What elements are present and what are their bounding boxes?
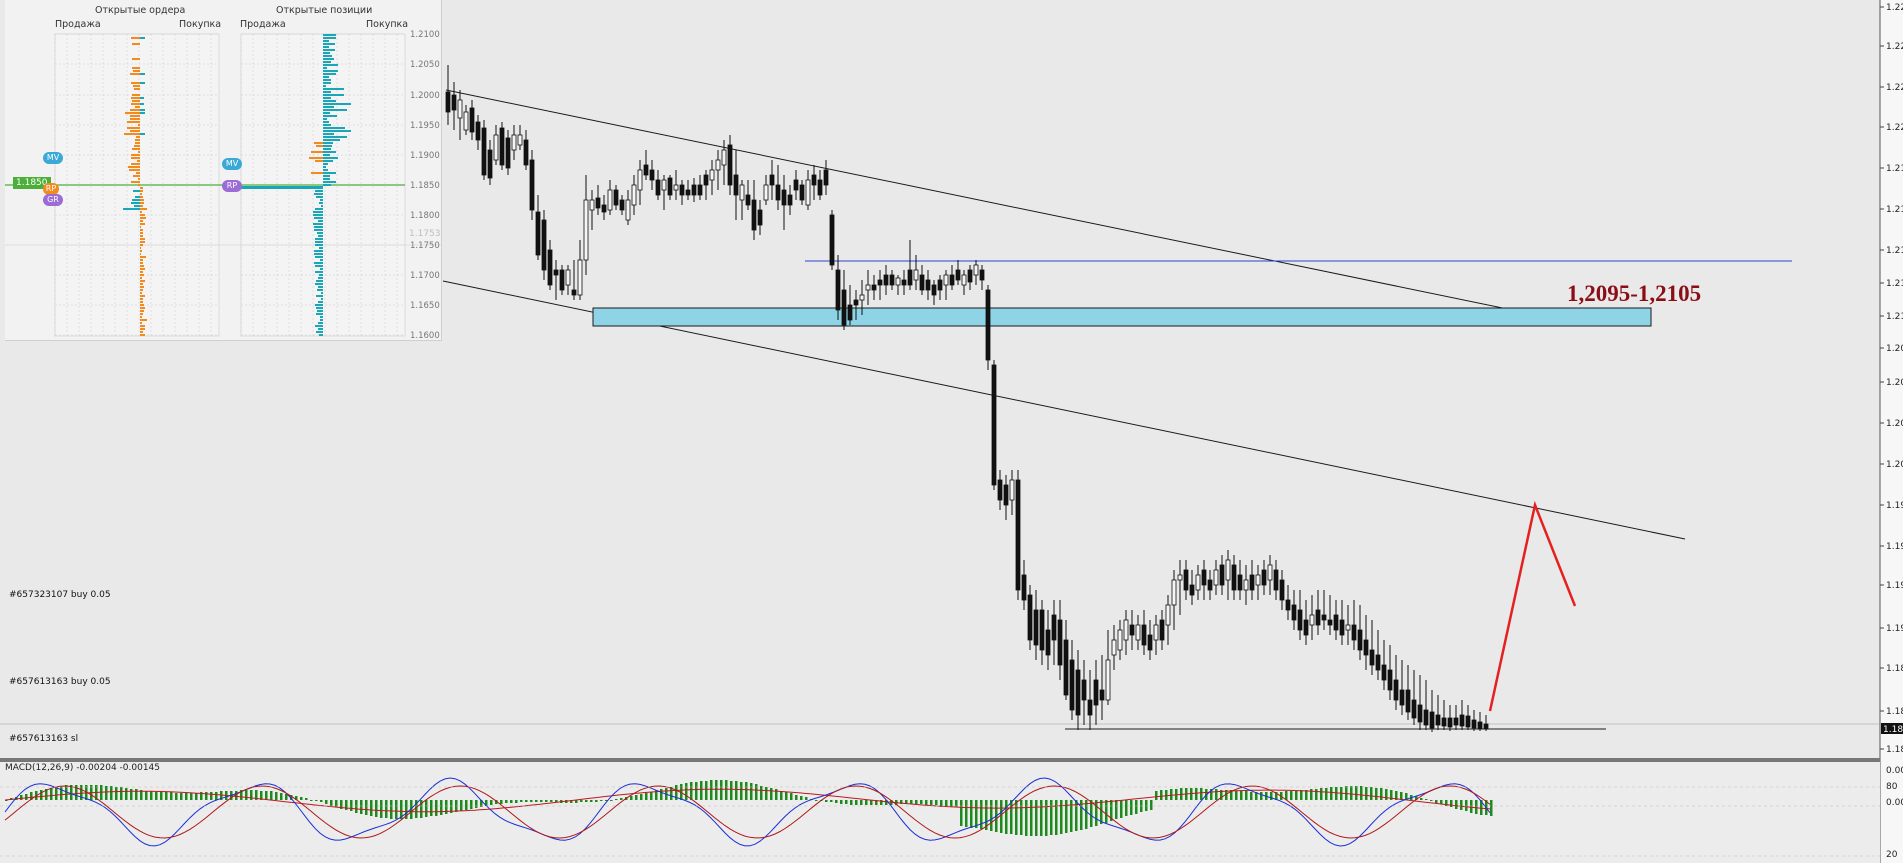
macd-tick-label: 80: [1886, 782, 1898, 792]
candlestick-series: [445, 65, 1489, 732]
macd-tick-label: 0.003: [1886, 766, 1903, 776]
ob-price-label: 1.1800: [410, 211, 440, 221]
order-book-panel[interactable]: 1.2100 1.2050 1.2000 1.1950 1.1900 1.1850 1.18…: [5, 0, 442, 341]
gr-badge-orders[interactable]: GR: [43, 194, 63, 206]
forecast-arrow[interactable]: [1488, 500, 1577, 712]
price-tick-label: 1.219: [1886, 164, 1903, 174]
positions-title: Открытые позиции: [276, 5, 373, 16]
price-tick-label: 1.208: [1886, 344, 1903, 354]
order-label-2[interactable]: #657613163 buy 0.05: [9, 677, 111, 687]
ob-price-label: 1.2050: [410, 60, 440, 70]
macd-background: [0, 762, 1880, 863]
price-tick-label: 1.226: [1886, 42, 1903, 52]
price-tick-label: 1.203: [1886, 419, 1903, 429]
price-tick-label: 1.225: [1886, 3, 1903, 13]
macd-title: MACD(12,26,9) -0.00204 -0.00145: [5, 763, 161, 773]
macd-tick-label: 0.00: [1886, 798, 1903, 808]
price-axis[interactable]: [1880, 0, 1903, 863]
ob-price-label: 1.2100: [410, 30, 440, 40]
ob-price-label: 1.1750: [410, 241, 440, 251]
price-tick-label: 1.186: [1886, 707, 1903, 717]
zone-price-label: 1,2095-1,2105: [1567, 281, 1702, 306]
price-tick-label: 1.193: [1886, 581, 1903, 591]
orders-buy-label: Покупка: [179, 19, 222, 30]
price-tick-label: 1.191: [1886, 624, 1903, 634]
current-price-tag: 1.1850: [13, 177, 51, 189]
panel-separator[interactable]: [0, 758, 1880, 762]
positions-buy-label: Покупка: [366, 19, 409, 30]
macd-indicator: [0, 777, 1880, 857]
price-tick-label: 1.214: [1886, 246, 1903, 256]
orders-title: Открытые ордера: [95, 5, 186, 16]
price-tick-label: 1.212: [1886, 279, 1903, 289]
orders-sell-label: Продажа: [55, 19, 101, 30]
ob-price-label: 1.1900: [410, 151, 440, 161]
ob-price-label: 1.1700: [410, 271, 440, 281]
price-tick-label: 1.188: [1886, 664, 1903, 674]
ob-price-label: 1.1850: [410, 181, 440, 191]
order-label-1[interactable]: #657323107 buy 0.05: [9, 590, 111, 600]
current-price-marker: [1881, 723, 1903, 734]
order-label-sl[interactable]: #657613163 sl: [9, 734, 79, 744]
order-book-canvas: 1.2100 1.2050 1.2000 1.1950 1.1900 1.1850 1.18…: [5, 30, 441, 340]
positions-sell-label: Продажа: [240, 19, 286, 30]
ob-price-label: 1.1950: [410, 121, 440, 131]
ob-price-label: 1.2000: [410, 91, 440, 101]
price-ticks: 1.225 1.226 1.224 1.221 1.219 1.216 1.214 1.212…: [1880, 3, 1903, 755]
price-tick-label: 1.183: [1886, 745, 1903, 755]
resistance-zone[interactable]: [592, 307, 1652, 327]
ob-price-label: 1.1650: [410, 301, 440, 311]
rp-badge-positions[interactable]: RP: [222, 180, 242, 192]
price-tick-label: 1.198: [1886, 501, 1903, 511]
price-tick-label: 1.206: [1886, 378, 1903, 388]
ghost-price: 1.1753: [409, 229, 441, 239]
macd-ticks: 0.003 80 0.00 20: [1886, 766, 1903, 860]
mv-badge-orders[interactable]: MV: [43, 152, 63, 164]
ob-price-label: 1.1600: [410, 331, 440, 340]
price-tick-label: 1.201: [1886, 460, 1903, 470]
price-tick-label: 1.224: [1886, 83, 1903, 93]
price-tick-label: 1.196: [1886, 542, 1903, 552]
price-tick-label: 1.210: [1886, 312, 1903, 322]
macd-tick-label: 20: [1886, 850, 1898, 860]
rp-badge-orders[interactable]: RP: [43, 183, 59, 195]
price-tick-label: 1.221: [1886, 123, 1903, 133]
mv-badge-positions[interactable]: MV: [222, 158, 242, 170]
current-price-value: 1.185: [1883, 725, 1903, 735]
price-tick-label: 1.216: [1886, 205, 1903, 215]
